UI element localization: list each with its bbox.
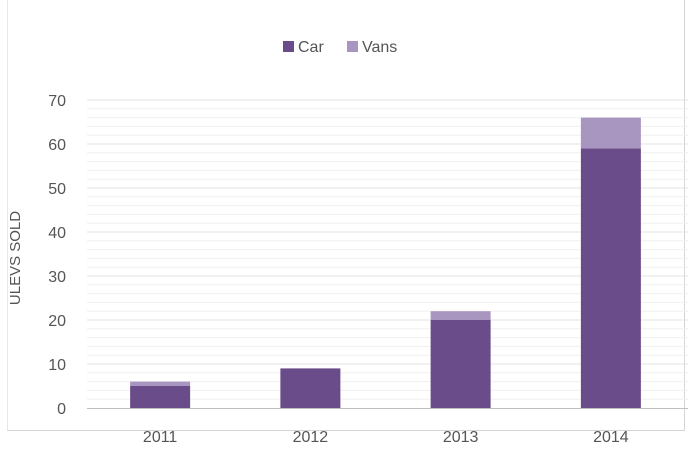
- legend-label-vans: Vans: [362, 39, 397, 56]
- x-axis-ticks: 2011 2012 2013 2014: [143, 429, 629, 446]
- bar-car-2011: [130, 386, 191, 408]
- legend-swatch-vans: [347, 41, 358, 52]
- y-tick-label: 60: [48, 137, 66, 154]
- legend-label-car: Car: [298, 39, 324, 56]
- chart-legend: Car Vans: [283, 39, 397, 56]
- bar-car-2014: [580, 148, 641, 408]
- chart-bars: [130, 117, 641, 408]
- y-tick-label: 10: [48, 357, 66, 374]
- chart-frame: [7, 0, 685, 431]
- y-tick-label: 20: [48, 313, 66, 330]
- bar-vans-2013: [430, 311, 491, 320]
- y-tick-label: 70: [48, 93, 66, 110]
- bar-vans-2011: [130, 381, 191, 386]
- legend-swatch-car: [283, 41, 294, 52]
- y-tick-label: 50: [48, 181, 66, 198]
- y-axis-label: ULEVS SOLD: [7, 211, 24, 305]
- bar-vans-2014: [580, 117, 641, 149]
- y-tick-label: 0: [57, 401, 66, 418]
- x-tick-label: 2014: [593, 429, 629, 446]
- y-tick-label: 40: [48, 225, 66, 242]
- x-tick-label: 2011: [143, 429, 178, 446]
- x-tick-label: 2012: [293, 429, 329, 446]
- x-tick-label: 2013: [443, 429, 479, 446]
- y-tick-label: 30: [48, 269, 66, 286]
- y-axis-ticks: 0 10 20 30 40 50 60 70: [48, 93, 66, 418]
- bar-car-2013: [430, 320, 491, 408]
- bar-car-2012: [280, 368, 341, 408]
